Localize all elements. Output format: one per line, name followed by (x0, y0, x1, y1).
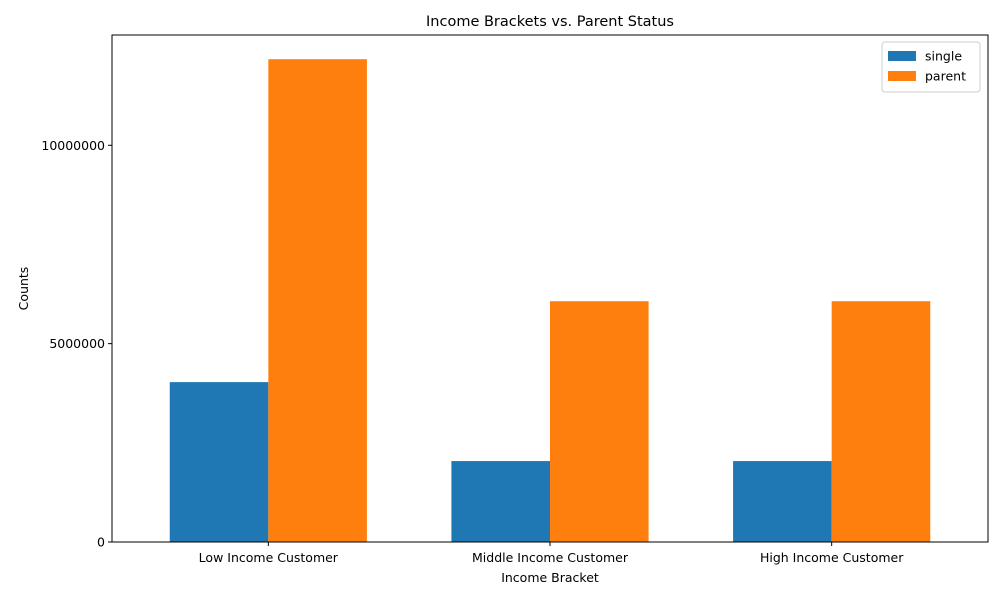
y-tick-label: 5000000 (49, 336, 105, 351)
bar-single-0 (169, 382, 269, 542)
x-tick-label: Low Income Customer (199, 550, 339, 565)
x-axis-ticks: Low Income Customer Middle Income Custome… (199, 542, 904, 565)
x-tick-label: Middle Income Customer (472, 550, 629, 565)
legend: single parent (881, 41, 981, 93)
bar-parent-2 (831, 301, 931, 542)
y-axis-ticks: 0 5000000 10000000 (41, 138, 112, 550)
y-axis-label: Counts (16, 267, 31, 311)
y-tick-label: 10000000 (41, 138, 105, 153)
y-tick-label: 0 (97, 535, 105, 550)
plot-frame (111, 34, 989, 543)
chart-title: Income Brackets vs. Parent Status (426, 14, 674, 30)
x-tick-label: High Income Customer (760, 550, 904, 565)
legend-label-parent: parent (925, 69, 966, 84)
bar-single-1 (451, 461, 550, 542)
bar-parent-0 (268, 59, 367, 543)
bars-group (169, 59, 931, 543)
legend-swatch-single (888, 51, 916, 61)
bar-parent-1 (550, 301, 649, 542)
x-axis-label: Income Bracket (501, 570, 599, 585)
legend-label-single: single (925, 49, 962, 64)
bar-single-2 (733, 461, 832, 542)
legend-swatch-parent (888, 71, 916, 81)
